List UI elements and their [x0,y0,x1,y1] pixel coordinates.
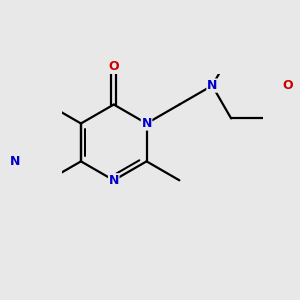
Text: N: N [141,117,152,130]
Text: O: O [283,79,293,92]
Text: N: N [207,79,217,92]
Text: O: O [108,60,119,73]
Text: N: N [10,155,20,168]
Text: N: N [109,174,119,187]
